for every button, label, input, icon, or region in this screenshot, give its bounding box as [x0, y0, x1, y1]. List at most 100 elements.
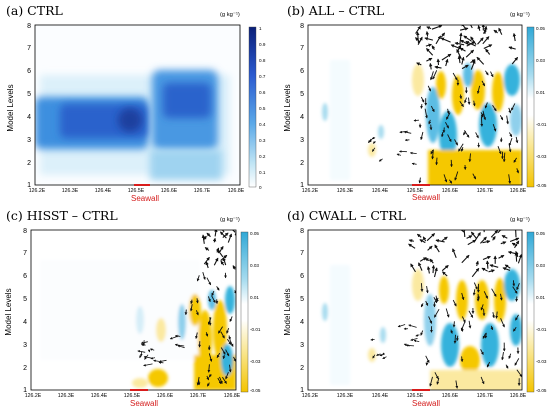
wind-vector	[208, 373, 212, 378]
ytick-label: 5	[27, 91, 31, 98]
wind-vector	[202, 271, 206, 280]
wind-vector	[480, 236, 487, 244]
wind-vector	[418, 262, 423, 271]
panel-b-units: (g kg⁻¹)	[510, 12, 530, 18]
cb-tick: 0.2	[259, 154, 266, 159]
panel-a-xticks: 126.2E 126.3E 126.4E 126.5E 126.6E 126.7…	[29, 188, 245, 194]
wind-vector	[220, 254, 228, 262]
ytick-label: 1	[300, 182, 304, 189]
wind-vector	[425, 355, 430, 364]
wind-vector	[512, 280, 516, 287]
wind-vector	[457, 55, 462, 64]
panel-c-ylabel: Model Levels	[4, 288, 13, 335]
wind-vector	[465, 49, 475, 58]
wind-vector	[450, 329, 453, 334]
ytick-label: 3	[300, 342, 304, 349]
wind-vector	[409, 151, 417, 155]
cb-tick: 0.05	[536, 26, 545, 31]
wind-vector	[464, 97, 467, 104]
ytick-label: 3	[23, 342, 27, 349]
wind-vector	[420, 131, 424, 141]
ytick-label: 4	[300, 319, 304, 326]
ytick-label: 2	[300, 365, 304, 372]
wind-vector	[411, 162, 417, 166]
ytick-label: 7	[27, 45, 31, 52]
wind-vector	[460, 356, 464, 363]
wind-vector	[222, 376, 227, 384]
wind-vector	[504, 264, 511, 269]
wind-vector	[147, 349, 151, 353]
wind-vector	[430, 149, 434, 155]
panel-d-vectors	[370, 230, 522, 389]
wind-vector	[419, 257, 427, 262]
wind-vector	[228, 335, 231, 341]
wind-vector	[459, 100, 464, 107]
wind-vector	[413, 339, 420, 343]
wind-vector	[442, 127, 446, 134]
wind-vector	[419, 239, 426, 244]
xtick-label: 126.3E	[337, 188, 354, 194]
wind-vector	[426, 48, 434, 56]
wind-vector	[502, 267, 511, 271]
cb-tick: 1	[259, 26, 262, 31]
cb-tick: 0.5	[259, 106, 266, 111]
wind-vector	[490, 71, 494, 78]
seawall-label: Seawall	[412, 193, 440, 202]
panel-b-vectors	[368, 25, 519, 184]
wind-vector	[211, 290, 215, 297]
cb-tick: 0.9	[259, 42, 266, 47]
cb-tick: 0	[259, 185, 262, 190]
wind-vector	[502, 152, 506, 163]
ytick-label: 8	[27, 23, 31, 30]
wind-vector	[207, 364, 211, 373]
wind-vector	[458, 143, 464, 152]
wind-vector	[234, 231, 236, 236]
xtick-label: 126.7E	[194, 188, 211, 194]
panel-c-colorbar: 0.05 0.03 0.01 -0.01 -0.03 -0.05	[240, 231, 261, 393]
panel-a: (a) CTRL (g kg⁻¹) Model Levels 1 2 3 4 5…	[6, 3, 266, 203]
wind-vector	[468, 310, 474, 318]
cb-tick: 0.6	[259, 90, 266, 95]
wind-vector	[485, 70, 489, 76]
cb-tick: -0.03	[536, 154, 547, 159]
wind-vector	[463, 35, 472, 42]
wind-vector	[430, 71, 434, 81]
wind-vector	[452, 299, 457, 307]
wind-vector	[515, 250, 519, 258]
seawall-label: Seawall	[130, 399, 158, 408]
panel-a-ylabel: Model Levels	[6, 84, 15, 131]
wind-vector	[482, 333, 487, 339]
cb-tick: -0.05	[536, 183, 547, 188]
ytick-label: 6	[300, 273, 304, 280]
wind-vector	[490, 325, 494, 331]
panel-b-field	[308, 25, 522, 185]
xtick-label: 126.8E	[510, 188, 527, 194]
wind-vector	[460, 327, 464, 332]
wind-vector	[517, 253, 522, 264]
xtick-label: 126.5E	[128, 188, 145, 194]
wind-vector	[470, 59, 476, 70]
xtick-label: 126.3E	[62, 188, 79, 194]
wind-vector	[454, 41, 465, 46]
wind-vector	[416, 233, 422, 238]
wind-vector	[484, 102, 488, 109]
ytick-label: 7	[300, 250, 304, 257]
cb-tick: 0.03	[536, 58, 545, 63]
ytick-label: 6	[23, 273, 27, 280]
panel-d-ylabel: Model Levels	[283, 288, 292, 335]
panel-d-yticks: 1 2 3 4 5 6 7 8	[300, 228, 304, 394]
wind-vector	[443, 174, 448, 183]
wind-vector	[452, 72, 458, 81]
xtick-label: 126.5E	[407, 393, 424, 399]
wind-vector	[500, 318, 505, 328]
wind-vector	[229, 230, 236, 233]
wind-vector	[468, 320, 472, 329]
wind-vector	[460, 230, 465, 233]
wind-vector	[416, 31, 420, 43]
wind-vector	[195, 298, 199, 304]
wind-vector	[379, 353, 383, 357]
panel-a-units: (g kg⁻¹)	[220, 12, 240, 18]
xtick-label: 126.4E	[372, 393, 389, 399]
wind-vector	[454, 139, 458, 146]
